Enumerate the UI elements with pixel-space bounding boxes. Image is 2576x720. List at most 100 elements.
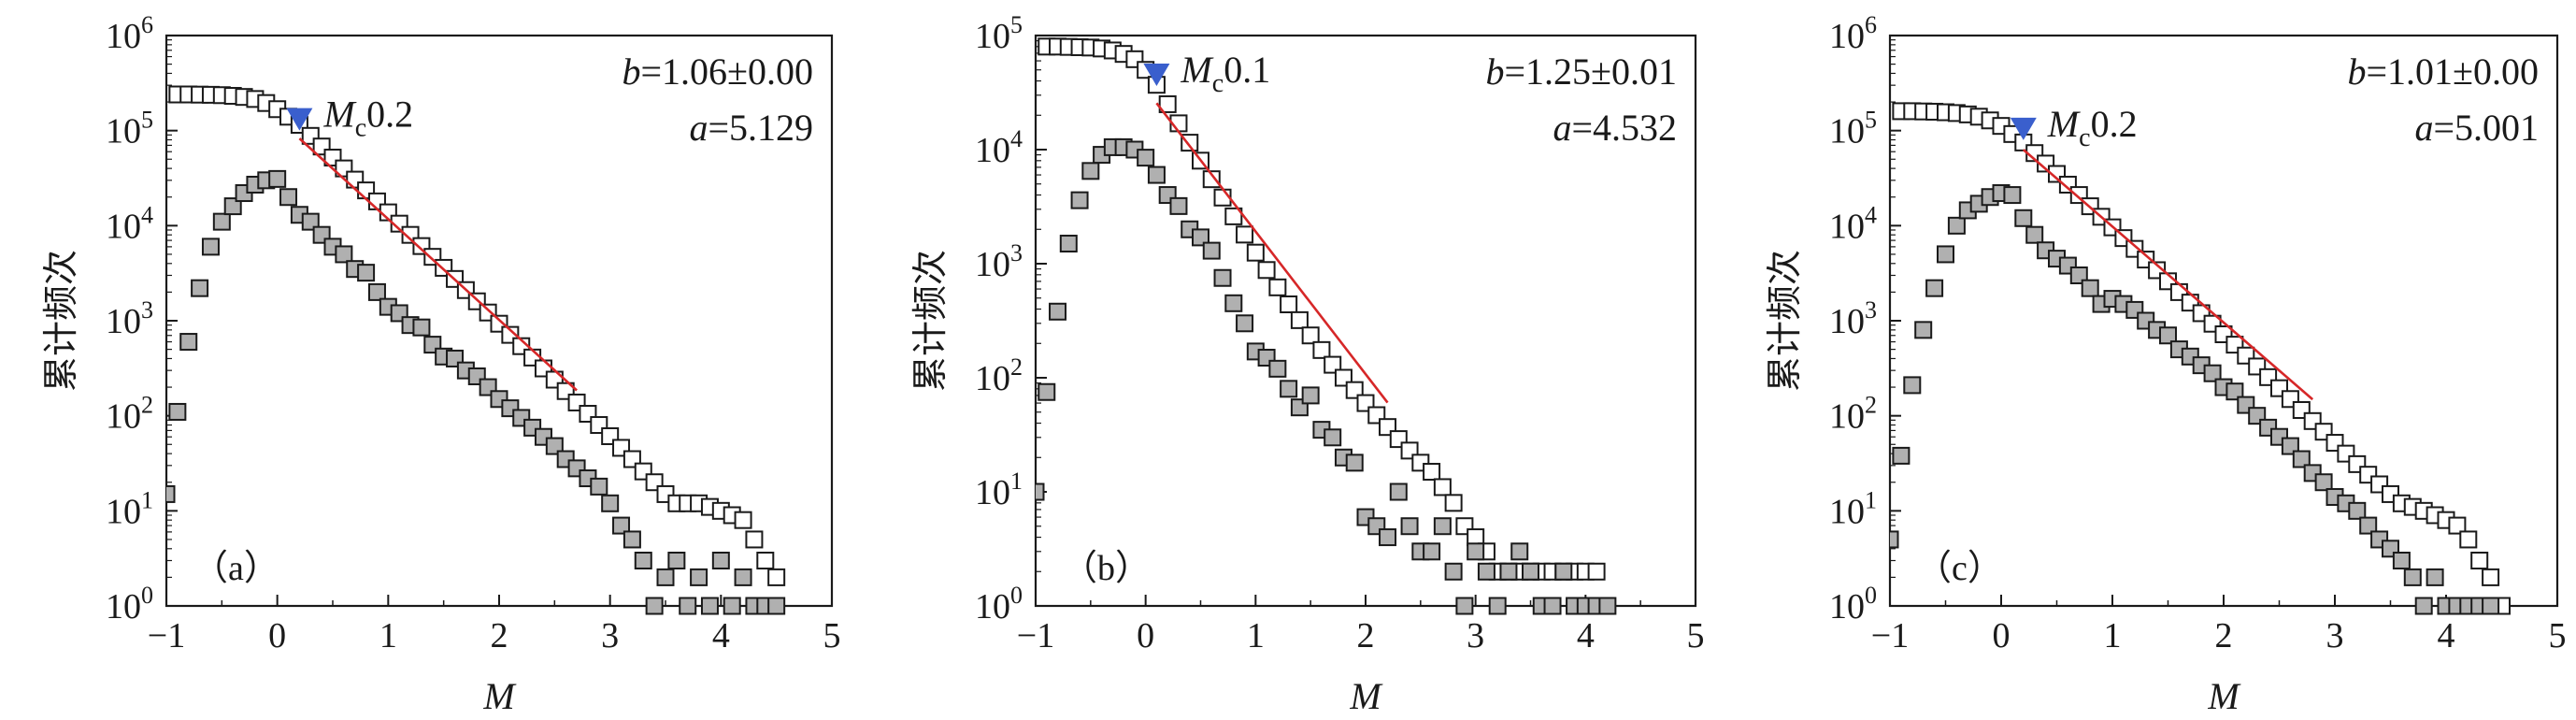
x-tick-label: 2 (1357, 616, 1375, 655)
data-point-open (1158, 94, 1177, 113)
data-point-filled (1937, 245, 1954, 264)
data-point-open (1224, 207, 1243, 225)
plot-area (166, 85, 786, 615)
data-point-filled (2159, 326, 2177, 345)
x-tick-label: 3 (601, 616, 619, 655)
data-point-filled (1049, 302, 1067, 321)
data-point-open (1587, 562, 1606, 581)
data-point-filled (1598, 597, 1617, 615)
data-point-filled (2014, 209, 2033, 227)
data-point-filled (612, 516, 631, 535)
data-point-filled (1467, 542, 1485, 561)
mc-marker (2010, 117, 2037, 140)
data-point-open (1202, 170, 1221, 189)
data-point-filled (191, 279, 209, 297)
y-tick-label: 102 (975, 353, 1023, 398)
y-tick-label: 105 (975, 11, 1023, 56)
data-point-filled (2292, 450, 2311, 468)
data-point-filled (1280, 380, 1298, 398)
data-point-filled (690, 568, 708, 586)
b-value-annotation: b=1.25±0.01 (1485, 50, 1677, 93)
data-point-filled (212, 212, 231, 231)
mc-label: Mc0.2 (2047, 103, 2138, 152)
data-point-filled (1036, 482, 1045, 501)
mc-marker (1143, 63, 1170, 86)
y-tick-label: 100 (975, 582, 1023, 626)
x-tick-label: 1 (379, 616, 397, 655)
panel-label: （c） (1916, 549, 2003, 588)
data-point-filled (2003, 186, 2022, 205)
x-tick-label: 4 (712, 616, 730, 655)
b-value-annotation: b=1.01±0.00 (2347, 50, 2539, 93)
data-point-filled (645, 597, 664, 615)
y-axis-label: 累计频次 (40, 250, 81, 392)
data-point-filled (168, 402, 187, 421)
data-point-filled (367, 282, 386, 301)
data-point-open (1324, 355, 1342, 374)
x-tick-label: 2 (2215, 616, 2233, 655)
x-tick-label: 5 (2549, 616, 2567, 655)
data-point-filled (1038, 382, 1056, 401)
data-point-filled (2025, 225, 2044, 244)
x-axis-label: M (482, 675, 517, 717)
data-point-filled (1543, 597, 1562, 615)
y-tick-label: 103 (106, 296, 153, 341)
data-point-open (1236, 225, 1254, 244)
chart-panel-1: −1 0 1 2 3 4 5 100 101 102 103 104 105 106 累计频次 M Mc0.2 b… (40, 11, 841, 717)
a-value-annotation: a=5.129 (689, 107, 813, 149)
y-axis-label: 累计频次 (909, 250, 951, 392)
data-point-filled (1400, 517, 1419, 536)
data-point-filled (357, 264, 376, 282)
data-point-filled (1379, 528, 1397, 547)
data-point-filled (2426, 568, 2444, 586)
data-point-open (734, 511, 752, 529)
data-point-filled (1488, 597, 1507, 615)
y-tick-label: 104 (975, 125, 1023, 170)
mc-label: Mc0.1 (1180, 49, 1270, 98)
data-point-filled (1925, 279, 1944, 297)
data-point-filled (590, 477, 608, 496)
data-point-filled (1081, 162, 1100, 180)
y-tick-label: 106 (106, 11, 153, 56)
data-point-open (1246, 243, 1265, 262)
data-point-filled (279, 188, 298, 207)
data-point-filled (301, 212, 320, 231)
x-tick-label: 5 (1687, 616, 1705, 655)
data-point-filled (179, 333, 198, 352)
data-point-open (2448, 516, 2467, 535)
y-tick-label: 103 (1829, 296, 1877, 341)
panel-label: （a） (193, 549, 279, 588)
data-point-filled (335, 245, 353, 264)
data-point-filled (1903, 376, 1922, 395)
data-point-filled (1499, 562, 1518, 581)
data-point-filled (2482, 597, 2500, 615)
y-axis-label: 累计频次 (1764, 250, 1805, 392)
plot-area (1890, 102, 2511, 615)
data-point-filled (734, 568, 752, 586)
data-point-filled (634, 551, 652, 569)
data-point-filled (1236, 314, 1254, 333)
x-tick-label: 1 (2104, 616, 2122, 655)
x-tick-label: 0 (1137, 616, 1154, 655)
data-point-filled (1892, 446, 1911, 465)
data-point-open (745, 530, 764, 549)
data-point-open (2482, 568, 2500, 586)
data-point-filled (412, 318, 431, 337)
data-point-open (1181, 134, 1199, 152)
fit-line (298, 137, 578, 392)
data-point-filled (1477, 562, 1496, 581)
data-point-open (2470, 551, 2489, 569)
fit-line (1155, 102, 1389, 404)
data-point-filled (2314, 473, 2333, 492)
a-value-annotation: a=5.001 (2414, 107, 2539, 149)
data-point-open (1444, 494, 1463, 512)
y-tick-label: 101 (1829, 486, 1877, 531)
data-point-filled (1522, 562, 1539, 581)
data-point-filled (1554, 562, 1573, 581)
x-tick-label: −1 (1017, 616, 1054, 655)
data-point-open (1433, 478, 1452, 497)
data-point-open (1280, 295, 1298, 313)
x-tick-label: 2 (491, 616, 508, 655)
data-point-filled (2203, 364, 2222, 382)
data-point-filled (1389, 482, 1408, 501)
